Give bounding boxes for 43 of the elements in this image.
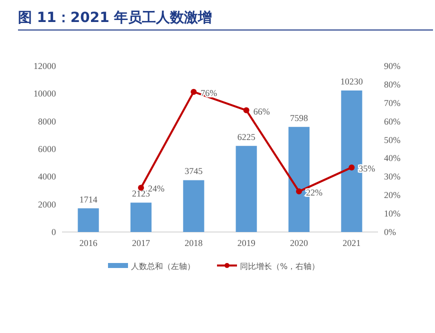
legend-label: 人数总和（左轴） — [131, 262, 195, 271]
bar — [236, 146, 257, 232]
y-tick-label: 8000 — [38, 116, 56, 126]
y2-tick-label: 80% — [384, 79, 401, 90]
y-tick-label: 0 — [52, 227, 56, 237]
point — [296, 188, 302, 194]
x-tick-label: 2016 — [79, 238, 98, 248]
x-tick-label: 2021 — [342, 238, 361, 248]
point — [190, 88, 197, 95]
data-label: 76% — [200, 88, 218, 98]
y2-tick-label: 30% — [384, 172, 401, 182]
data-label: 10230 — [340, 76, 364, 86]
y2-tick-label: 10% — [384, 208, 401, 219]
point — [243, 107, 250, 114]
chart-title: 图 11：2021 年员工人数激增 — [18, 10, 212, 26]
y2-tick-label: 90% — [384, 61, 401, 71]
data-label: 1714 — [79, 194, 98, 204]
y2-tick-label: 50% — [384, 134, 401, 145]
data-label: 24% — [148, 184, 165, 194]
legend-label: 同比增长（%，右轴） — [240, 262, 320, 271]
point — [138, 184, 144, 191]
data-label: 3745 — [184, 166, 204, 176]
data-label: 6225 — [237, 132, 256, 142]
y-tick-label: 4000 — [38, 172, 56, 182]
y2-tick-label: 40% — [384, 153, 401, 164]
x-tick-label: 2018 — [184, 238, 204, 248]
x-tick-label: 2017 — [132, 238, 150, 248]
bar — [130, 202, 152, 232]
y-tick-label: 2000 — [38, 199, 56, 210]
y-tick-label: 10000 — [34, 88, 56, 99]
y2-tick-label: 60% — [384, 116, 401, 126]
x-tick-label: 2020 — [290, 238, 308, 248]
bar — [78, 208, 99, 232]
y2-tick-label: 70% — [384, 98, 401, 108]
data-label: 66% — [253, 106, 270, 116]
y-tick-label: 6000 — [38, 144, 56, 154]
y2-tick-label: 20% — [384, 190, 401, 200]
x-tick-label: 2019 — [237, 238, 256, 248]
y-tick-label: 12000 — [34, 61, 56, 71]
data-label: 7598 — [290, 112, 308, 123]
bar — [183, 180, 204, 232]
y2-tick-label: 0% — [384, 227, 396, 237]
point — [348, 164, 355, 170]
